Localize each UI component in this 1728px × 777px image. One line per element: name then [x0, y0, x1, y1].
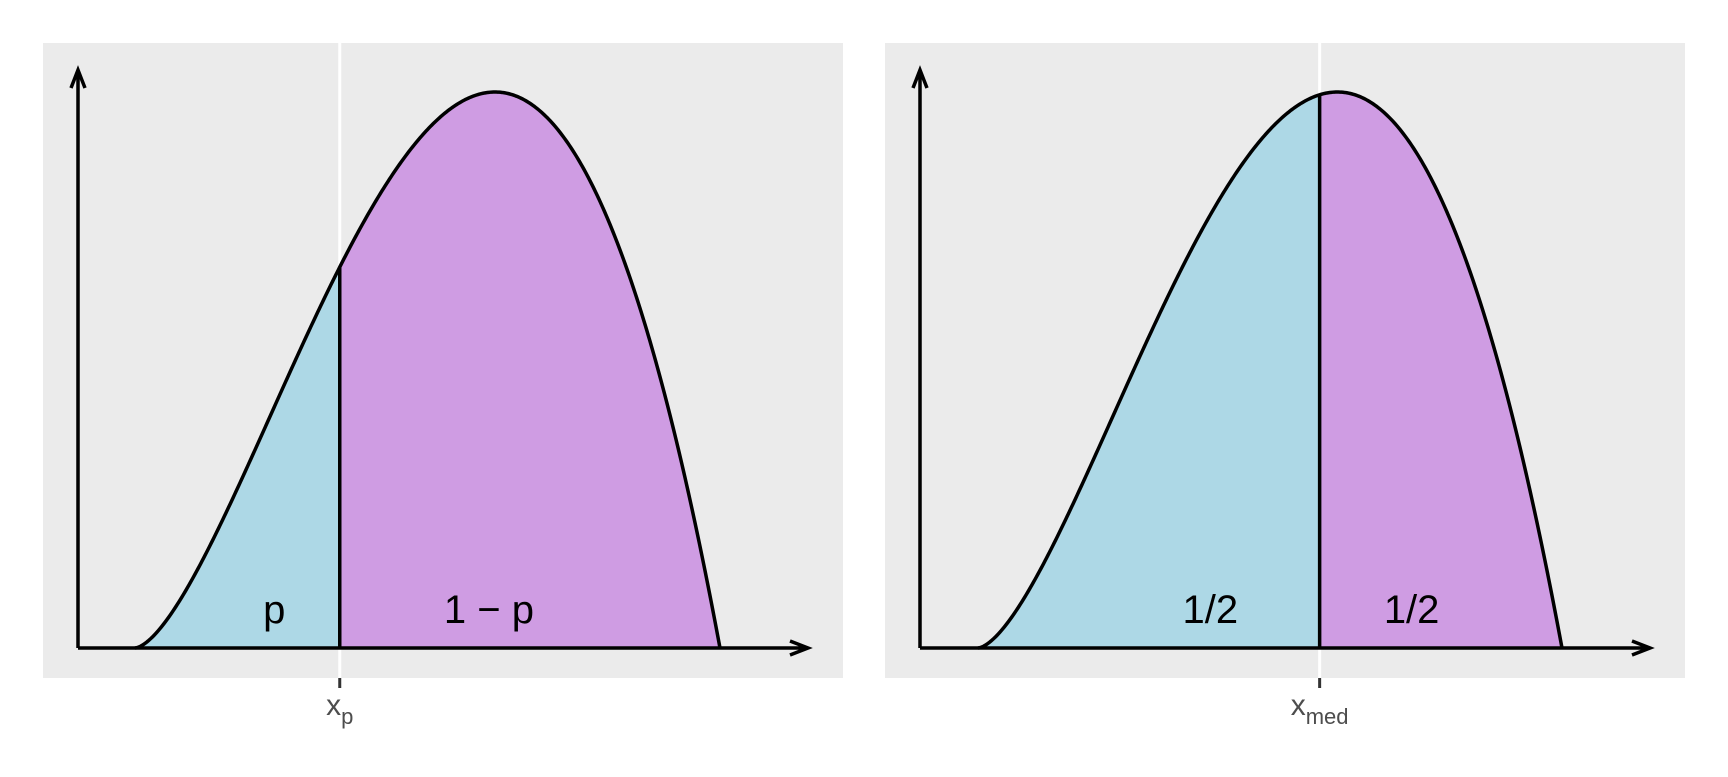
density-curve: [977, 90, 1564, 650]
x-tick-label: xmed: [1291, 689, 1349, 729]
lower-area-label: 1/2: [1183, 588, 1239, 632]
y-axis-arrow: [911, 65, 929, 648]
upper-area-label: 1 − p: [444, 588, 534, 632]
lower-area-label: p: [263, 588, 285, 632]
upper-area-label: 1/2: [1384, 588, 1440, 632]
tick-main: x: [1291, 689, 1306, 722]
y-axis-arrow: [69, 65, 87, 648]
upper-area: [339, 92, 720, 649]
tick-subscript: p: [341, 704, 353, 729]
panel-2: 1/2 1/2 xmed: [885, 43, 1685, 729]
upper-area: [1319, 92, 1562, 648]
x-tick-label: xp: [326, 689, 353, 729]
lower-area: [135, 267, 340, 648]
x-axis-arrow: [78, 639, 813, 657]
tick-main: x: [326, 689, 341, 722]
tick-subscript: med: [1306, 704, 1349, 729]
density-curve: [134, 90, 722, 650]
x-axis-arrow: [920, 639, 1655, 657]
lower-area: [978, 94, 1320, 649]
